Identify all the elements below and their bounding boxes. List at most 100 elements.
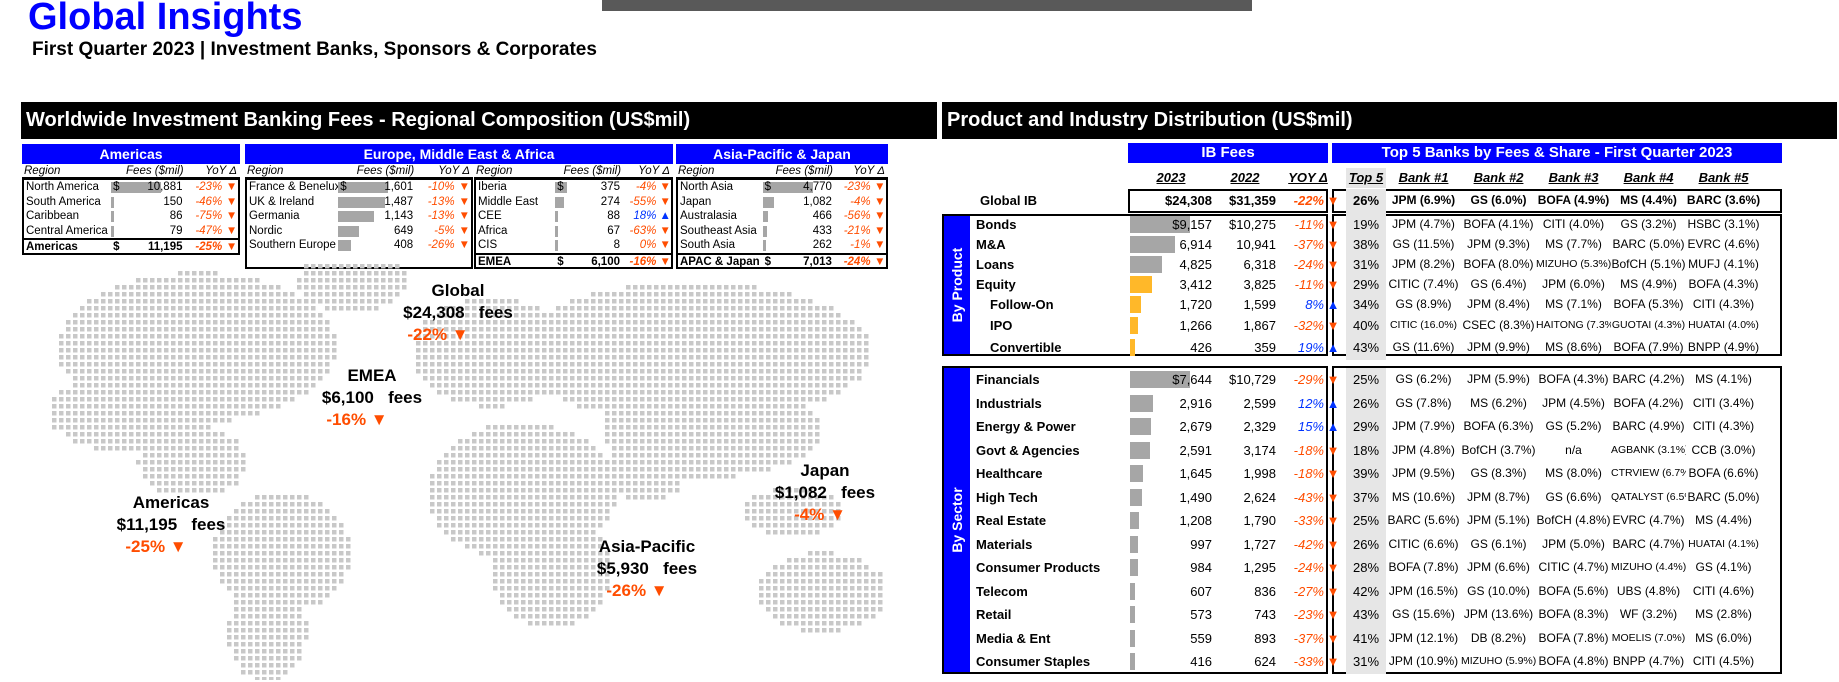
map-dot bbox=[500, 362, 505, 367]
map-dot bbox=[759, 586, 764, 591]
top-scrollbar[interactable] bbox=[602, 0, 1252, 11]
map-dot bbox=[269, 635, 274, 640]
map-dot bbox=[234, 572, 239, 577]
map-dot bbox=[199, 320, 204, 325]
region-name: Nordic bbox=[249, 224, 283, 237]
map-dot bbox=[283, 530, 288, 535]
map-dot bbox=[171, 467, 176, 472]
map-dot bbox=[108, 313, 113, 318]
map-dot bbox=[605, 299, 610, 304]
map-dot bbox=[696, 460, 701, 465]
bank-2: JPM (5.9%) bbox=[1467, 372, 1530, 386]
map-dot bbox=[598, 488, 603, 493]
map-dot bbox=[493, 488, 498, 493]
map-dot bbox=[570, 537, 575, 542]
top5-share: 25% bbox=[1346, 368, 1386, 392]
map-dot bbox=[297, 593, 302, 598]
by-sector-label: By Sector bbox=[944, 368, 970, 672]
map-dot bbox=[787, 383, 792, 388]
map-dot bbox=[703, 425, 708, 430]
map-dot bbox=[703, 418, 708, 423]
map-dot bbox=[234, 313, 239, 318]
map-dot bbox=[731, 348, 736, 353]
map-dot bbox=[857, 614, 862, 619]
map-dot bbox=[87, 439, 92, 444]
map-dot bbox=[178, 481, 183, 486]
map-dot bbox=[493, 376, 498, 381]
col-yoy: YOY Δ bbox=[1288, 170, 1328, 185]
map-dot bbox=[213, 453, 218, 458]
map-dot bbox=[584, 397, 589, 402]
map-dot bbox=[780, 320, 785, 325]
fee-value: 466 bbox=[812, 210, 832, 222]
map-dot bbox=[570, 390, 575, 395]
fees-2022: 893 bbox=[1254, 630, 1276, 646]
map-dot bbox=[213, 397, 218, 402]
map-dot bbox=[248, 313, 253, 318]
map-dot bbox=[647, 306, 652, 311]
map-dot bbox=[843, 600, 848, 605]
map-dot bbox=[157, 460, 162, 465]
map-dot bbox=[773, 600, 778, 605]
map-dot bbox=[241, 544, 246, 549]
map-dot bbox=[654, 481, 659, 486]
map-label-emea-unit: fees bbox=[388, 388, 423, 407]
region-fees: 649 bbox=[338, 224, 417, 239]
map-dot bbox=[220, 530, 225, 535]
map-dot bbox=[738, 383, 743, 388]
map-dot bbox=[178, 355, 183, 360]
map-dot bbox=[115, 285, 120, 290]
map-dot bbox=[129, 334, 134, 339]
top5-share: 26% bbox=[1346, 189, 1386, 213]
map-dot bbox=[640, 341, 645, 346]
map-dot bbox=[815, 313, 820, 318]
map-dot bbox=[325, 516, 330, 521]
map-dot bbox=[458, 320, 463, 325]
map-dot bbox=[836, 383, 841, 388]
map-dot bbox=[248, 572, 253, 577]
map-dot bbox=[297, 586, 302, 591]
yoy-change: -24% bbox=[1293, 560, 1324, 575]
map-dot bbox=[878, 586, 883, 591]
map-dot bbox=[556, 390, 561, 395]
map-dot bbox=[493, 460, 498, 465]
map-dot bbox=[850, 614, 855, 619]
map-dot bbox=[66, 327, 71, 332]
map-dot bbox=[563, 593, 568, 598]
map-dot bbox=[318, 600, 323, 605]
bank-2: GS (8.3%) bbox=[1470, 466, 1527, 480]
map-dot bbox=[374, 264, 379, 269]
map-dot bbox=[745, 383, 750, 388]
map-dot bbox=[178, 285, 183, 290]
map-dot bbox=[549, 565, 554, 570]
map-dot bbox=[759, 467, 764, 472]
map-dot bbox=[283, 327, 288, 332]
region-fees: $1,601 bbox=[338, 180, 417, 195]
map-dot bbox=[598, 390, 603, 395]
map-dot bbox=[241, 509, 246, 514]
map-dot bbox=[458, 355, 463, 360]
map-dot bbox=[850, 327, 855, 332]
map-dot bbox=[570, 355, 575, 360]
map-dot bbox=[458, 453, 463, 458]
map-dot bbox=[668, 306, 673, 311]
yoy-change: -33% bbox=[1293, 654, 1324, 669]
map-dot bbox=[612, 306, 617, 311]
map-dot bbox=[759, 369, 764, 374]
map-dot bbox=[619, 474, 624, 479]
map-dot bbox=[661, 404, 666, 409]
map-dot bbox=[801, 593, 806, 598]
map-dot bbox=[269, 320, 274, 325]
map-dot bbox=[521, 593, 526, 598]
map-dot bbox=[185, 285, 190, 290]
map-dot bbox=[276, 509, 281, 514]
map-dot bbox=[80, 369, 85, 374]
map-dot bbox=[521, 313, 526, 318]
map-dot bbox=[766, 586, 771, 591]
map-dot bbox=[675, 390, 680, 395]
map-dot bbox=[255, 341, 260, 346]
row-label: High Tech bbox=[976, 489, 1038, 505]
fee-bar bbox=[555, 211, 559, 222]
fee-value: 150 bbox=[163, 195, 183, 208]
map-dot bbox=[787, 418, 792, 423]
